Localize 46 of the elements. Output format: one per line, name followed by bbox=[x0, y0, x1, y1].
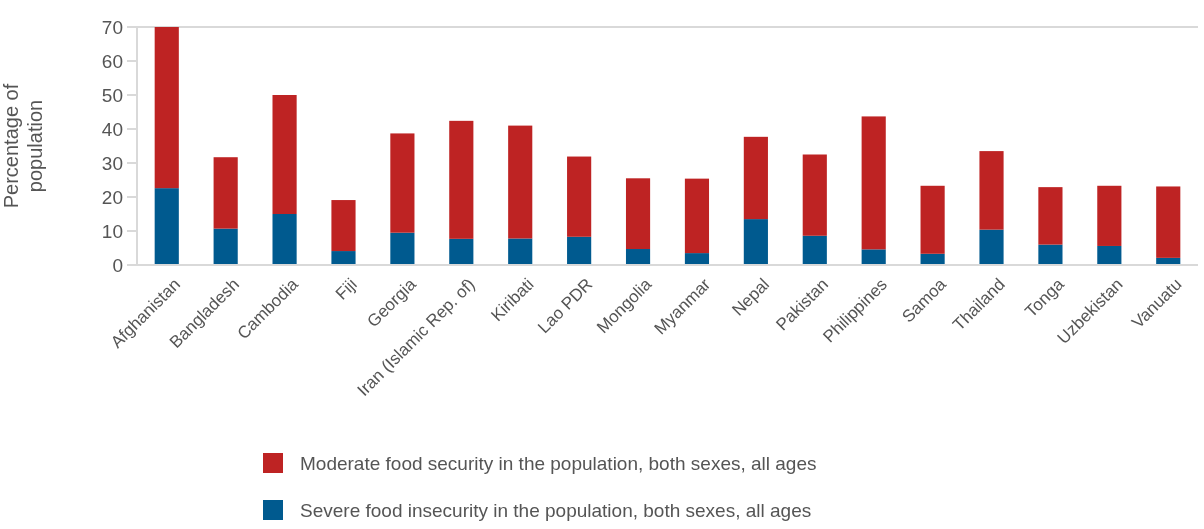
bar bbox=[331, 200, 356, 252]
bar bbox=[272, 214, 297, 265]
bar bbox=[861, 116, 886, 250]
bar bbox=[861, 249, 886, 265]
bar bbox=[684, 178, 710, 254]
bar bbox=[1097, 185, 1122, 246]
bar bbox=[154, 188, 179, 265]
y-tick-label: 50 bbox=[101, 84, 123, 106]
bar bbox=[331, 251, 356, 265]
bar bbox=[625, 178, 651, 250]
y-tick-label: 0 bbox=[112, 254, 123, 276]
bar bbox=[1156, 186, 1181, 258]
bar bbox=[508, 238, 533, 265]
bar bbox=[449, 120, 474, 239]
bar bbox=[743, 219, 768, 265]
bar bbox=[390, 232, 415, 265]
bar bbox=[684, 253, 710, 265]
bar bbox=[567, 236, 592, 265]
y-tick-label: 70 bbox=[101, 16, 123, 38]
bar bbox=[213, 157, 238, 229]
bar bbox=[625, 249, 651, 265]
bar bbox=[390, 133, 415, 233]
legend-label: Moderate food security in the population, both sexes, all ages bbox=[300, 452, 817, 474]
bar bbox=[743, 136, 768, 220]
y-axis-title: Percentage of population bbox=[0, 83, 46, 209]
y-tick-label: 60 bbox=[101, 50, 123, 72]
bar bbox=[1097, 245, 1122, 265]
bar bbox=[979, 229, 1004, 265]
y-tick-label: 10 bbox=[101, 220, 123, 242]
x-tick-label: Fiji bbox=[331, 274, 361, 304]
bar bbox=[272, 95, 297, 214]
bar bbox=[802, 154, 827, 236]
bar bbox=[1038, 244, 1063, 265]
y-tick-label: 20 bbox=[101, 186, 123, 208]
bar bbox=[1038, 187, 1063, 245]
y-tick-label: 30 bbox=[101, 152, 123, 174]
bar bbox=[567, 156, 592, 237]
bar bbox=[213, 228, 238, 265]
bar bbox=[979, 151, 1004, 230]
bar bbox=[802, 235, 827, 265]
bar bbox=[154, 27, 179, 189]
bar bbox=[920, 185, 945, 254]
y-tick-label: 40 bbox=[101, 118, 123, 140]
bar bbox=[449, 238, 474, 265]
bar bbox=[508, 125, 533, 239]
legend-label: Severe food insecurity in the population, both sexes, all ages bbox=[300, 499, 812, 521]
